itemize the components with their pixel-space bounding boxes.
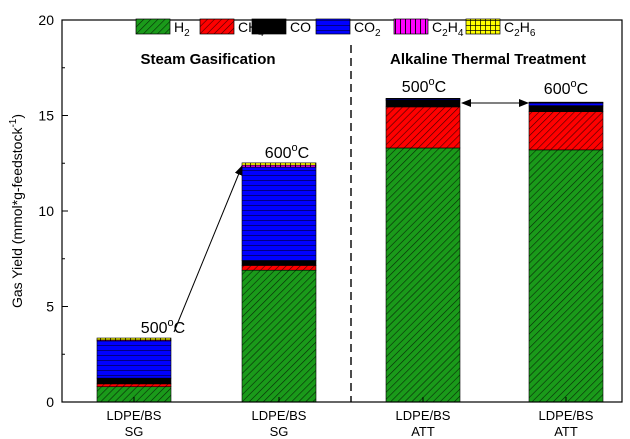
legend-label: C2H6 (504, 19, 536, 39)
y-tick-label: 15 (38, 108, 54, 124)
legend-item-c2h4: C2H4 (393, 18, 464, 39)
trend-arrow (173, 165, 243, 333)
axes-layer: 05101520LDPE/BSSGLDPE/BSSGLDPE/BSATTLDPE… (8, 12, 623, 439)
y-tick-label: 0 (46, 394, 54, 410)
legend-label: C2H4 (432, 19, 464, 39)
labels-layer: Steam Gasification Alkaline Thermal Treat… (140, 51, 588, 337)
legend-item-c2h6: C2H6 (465, 18, 536, 39)
x-category-label-line1: LDPE/BS (396, 408, 451, 423)
y-axis-label: Gas Yield (mmol*g-feedstock-1) (8, 114, 25, 308)
bar-3-ch4-segment (385, 106, 461, 149)
legend-item-co2: CO2 (315, 18, 381, 39)
legend-swatch (199, 18, 235, 35)
legend-swatch (315, 18, 351, 35)
bar-4-h2-segment (528, 149, 604, 403)
bar-1-co2-segment (96, 340, 172, 379)
bar-3-h2-segment (385, 147, 461, 403)
x-category-label-line1: LDPE/BS (252, 408, 307, 423)
legend-label: H2 (174, 19, 190, 39)
temperature-label: 600oC (265, 142, 309, 162)
section-title-steam-gasification: Steam Gasification (140, 51, 275, 68)
bars-layer (96, 98, 604, 403)
x-category-label-line2: ATT (411, 424, 435, 439)
bar-1-co-segment (96, 377, 172, 385)
bar-2-c2h6-segment (241, 162, 317, 166)
bar-2-h2-segment (241, 269, 317, 403)
bar-4-c2h6-segment (528, 101, 604, 104)
legend-label: CO (290, 19, 311, 35)
temperature-label: 500oC (402, 76, 446, 96)
legend-swatch (393, 18, 429, 35)
bar-2-co2-segment (241, 166, 317, 261)
x-category-label-line2: SG (270, 424, 289, 439)
x-category-label-line1: LDPE/BS (107, 408, 162, 423)
legend-swatch (135, 18, 171, 35)
bar-2-ch4-segment (241, 265, 317, 271)
bar-4-co-segment (528, 105, 604, 112)
bar-3-c2h6-segment (385, 98, 461, 100)
y-tick-label: 20 (38, 12, 54, 28)
temperature-label: 600oC (544, 78, 588, 98)
legend-item-h2: H2 (135, 18, 190, 39)
x-category-label-line1: LDPE/BS (539, 408, 594, 423)
bar-4-ch4-segment (528, 111, 604, 151)
legend-label: CO2 (354, 19, 381, 39)
y-tick-label: 5 (46, 299, 54, 315)
bar-4-co2-segment (528, 102, 604, 107)
x-category-label-line2: SG (125, 424, 144, 439)
legend: H2CH4COCO2C2H4C2H6 (135, 18, 536, 39)
legend-item-co: CO (251, 18, 311, 35)
bar-1-ch4-segment (96, 383, 172, 388)
bar-3-co-segment (385, 99, 461, 108)
x-category-label-line2: ATT (554, 424, 578, 439)
y-tick-label: 10 (38, 203, 54, 219)
legend-swatch (465, 18, 501, 35)
bar-2-co-segment (241, 260, 317, 266)
section-title-alkaline-thermal-treatment: Alkaline Thermal Treatment (390, 51, 586, 68)
temperature-label: 500oC (141, 317, 185, 337)
bar-1-c2h6-segment (96, 337, 172, 341)
legend-swatch (251, 18, 287, 35)
